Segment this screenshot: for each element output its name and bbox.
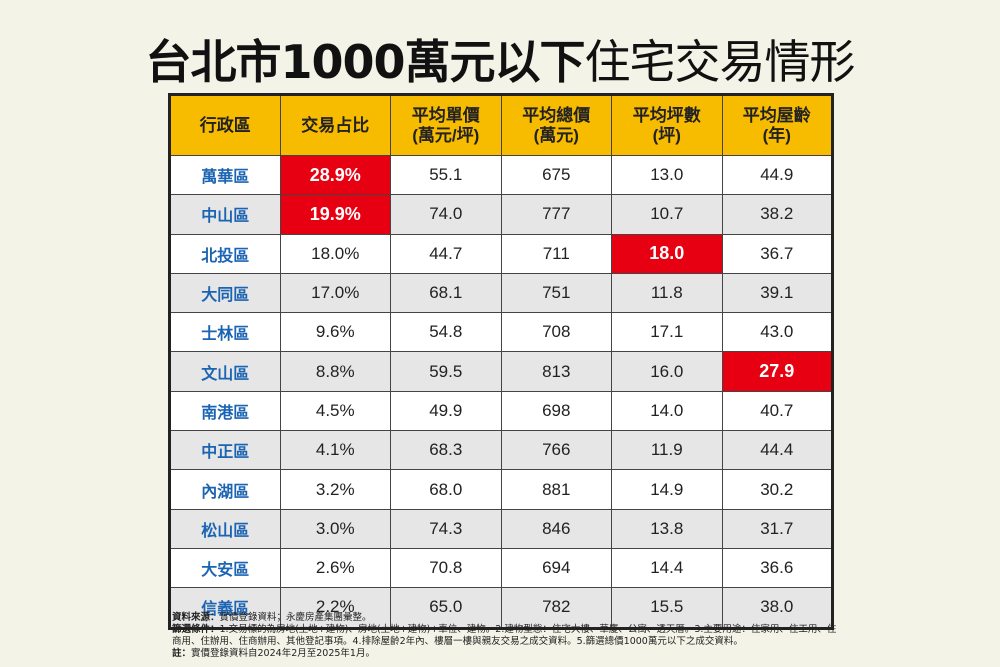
value-cell: 11.9: [611, 430, 723, 471]
header-row: 行政區 交易占比 平均單價 (萬元/坪) 平均總價 (萬元) 平均坪數 (坪) 平均屋齡 (年): [169, 94, 833, 156]
value-cell: 675: [500, 154, 612, 196]
table-row: 中山區 19.9% 74.0 777 10.7 38.2: [169, 194, 833, 235]
data-table: 行政區 交易占比 平均單價 (萬元/坪) 平均總價 (萬元) 平均坪數 (坪) 平均屋齡 (年) …: [168, 93, 834, 630]
table-row: 士林區 9.6% 54.8 708 17.1 43.0: [169, 312, 833, 353]
filter-note: 篩選條件：1.交易標的為房地(土地+建物)、房地(土地+建物)+車位、建物。2.…: [172, 624, 837, 647]
column-header: 平均屋齡 (年): [721, 94, 833, 156]
value-cell: 68.1: [390, 272, 502, 314]
value-cell: 3.0%: [279, 508, 391, 549]
value-cell: 708: [500, 312, 612, 353]
value-cell: 694: [500, 547, 612, 589]
value-cell: 65.0: [390, 587, 502, 629]
district-cell: 士林區: [169, 312, 281, 353]
value-cell: 4.1%: [279, 430, 391, 471]
source-note: 資料來源：實價登錄資料；永慶房產集團彙整。: [172, 612, 372, 623]
value-cell: 16.0: [611, 351, 723, 392]
table-row: 南港區 4.5% 49.9 698 14.0 40.7: [169, 390, 833, 432]
value-cell: 777: [500, 194, 612, 235]
value-cell: 2.6%: [279, 547, 391, 589]
table-row: 松山區 3.0% 74.3 846 13.8 31.7: [169, 508, 833, 549]
column-header: 平均坪數 (坪): [611, 94, 723, 156]
value-cell: 43.0: [721, 312, 833, 353]
district-cell: 萬華區: [169, 154, 281, 196]
column-header: 平均總價 (萬元): [500, 94, 612, 156]
value-cell: 28.9%: [279, 154, 391, 196]
page-title: 台北市1000萬元以下住宅交易情形: [145, 35, 855, 89]
table-row: 大同區 17.0% 68.1 751 11.8 39.1: [169, 272, 833, 314]
table-row: 萬華區 28.9% 55.1 675 13.0 44.9: [169, 154, 833, 196]
value-cell: 8.8%: [279, 351, 391, 392]
value-cell: 68.0: [390, 469, 502, 510]
value-cell: 17.0%: [279, 272, 391, 314]
value-cell: 30.2: [721, 469, 833, 510]
column-header: 平均單價 (萬元/坪): [390, 94, 502, 156]
district-cell: 信義區: [169, 587, 281, 629]
district-cell: 文山區: [169, 351, 281, 392]
value-cell: 44.4: [721, 430, 833, 471]
value-cell: 38.0: [721, 587, 833, 629]
value-cell: 766: [500, 430, 612, 471]
district-cell: 北投區: [169, 233, 281, 274]
value-cell: 14.9: [611, 469, 723, 510]
column-header: 行政區: [169, 94, 281, 156]
footnotes: 資料來源：實價登錄資料；永慶房產集團彙整。 篩選條件：1.交易標的為房地(土地+…: [172, 612, 842, 660]
value-cell: 36.7: [721, 233, 833, 274]
value-cell: 2.2%: [279, 587, 391, 629]
value-cell: 55.1: [390, 154, 502, 196]
value-cell: 18.0: [611, 233, 723, 274]
value-cell: 782: [500, 587, 612, 629]
value-cell: 54.8: [390, 312, 502, 353]
value-cell: 13.0: [611, 154, 723, 196]
district-cell: 中山區: [169, 194, 281, 235]
value-cell: 3.2%: [279, 469, 391, 510]
value-cell: 40.7: [721, 390, 833, 432]
value-cell: 15.5: [611, 587, 723, 629]
district-cell: 大安區: [169, 547, 281, 589]
district-cell: 松山區: [169, 508, 281, 549]
value-cell: 11.8: [611, 272, 723, 314]
district-cell: 南港區: [169, 390, 281, 432]
value-cell: 14.4: [611, 547, 723, 589]
value-cell: 70.8: [390, 547, 502, 589]
table-row: 北投區 18.0% 44.7 711 18.0 36.7: [169, 233, 833, 274]
table-row: 內湖區 3.2% 68.0 881 14.9 30.2: [169, 469, 833, 510]
value-cell: 19.9%: [279, 194, 391, 235]
value-cell: 14.0: [611, 390, 723, 432]
table-row: 文山區 8.8% 59.5 813 16.0 27.9: [169, 351, 833, 392]
district-cell: 大同區: [169, 272, 281, 314]
value-cell: 10.7: [611, 194, 723, 235]
value-cell: 44.9: [721, 154, 833, 196]
value-cell: 27.9: [721, 351, 833, 392]
value-cell: 698: [500, 390, 612, 432]
district-cell: 中正區: [169, 430, 281, 471]
value-cell: 39.1: [721, 272, 833, 314]
table-row: 信義區 2.2% 65.0 782 15.5 38.0: [169, 587, 833, 629]
value-cell: 751: [500, 272, 612, 314]
value-cell: 4.5%: [279, 390, 391, 432]
value-cell: 9.6%: [279, 312, 391, 353]
value-cell: 74.0: [390, 194, 502, 235]
district-cell: 內湖區: [169, 469, 281, 510]
value-cell: 881: [500, 469, 612, 510]
value-cell: 59.5: [390, 351, 502, 392]
value-cell: 711: [500, 233, 612, 274]
value-cell: 846: [500, 508, 612, 549]
value-cell: 49.9: [390, 390, 502, 432]
table-row: 中正區 4.1% 68.3 766 11.9 44.4: [169, 430, 833, 471]
value-cell: 13.8: [611, 508, 723, 549]
value-cell: 17.1: [611, 312, 723, 353]
table-row: 大安區 2.6% 70.8 694 14.4 36.6: [169, 547, 833, 589]
value-cell: 18.0%: [279, 233, 391, 274]
value-cell: 36.6: [721, 547, 833, 589]
period-note: 註：實價登錄資料自2024年2月至2025年1月。: [172, 648, 375, 659]
column-header: 交易占比: [279, 94, 391, 156]
value-cell: 38.2: [721, 194, 833, 235]
value-cell: 44.7: [390, 233, 502, 274]
value-cell: 68.3: [390, 430, 502, 471]
value-cell: 31.7: [721, 508, 833, 549]
value-cell: 74.3: [390, 508, 502, 549]
value-cell: 813: [500, 351, 612, 392]
